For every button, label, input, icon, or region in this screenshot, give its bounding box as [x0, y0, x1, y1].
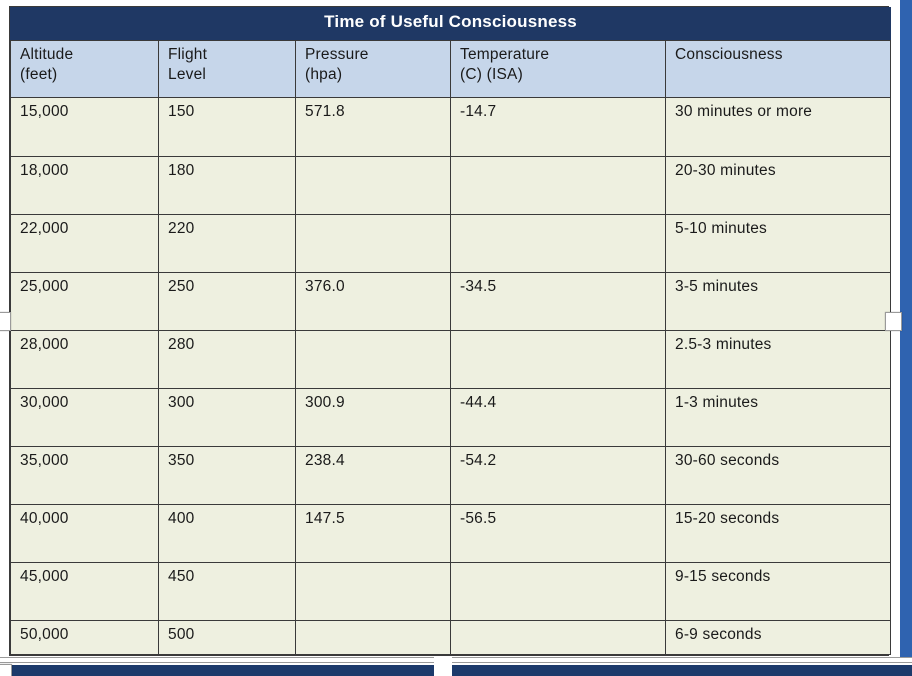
table-row: 15,000 150 571.8 -14.7 30 minutes or more: [10, 97, 892, 157]
cell-altitude: 22,000: [10, 214, 159, 273]
table-row: 18,000 180 20-30 minutes: [10, 156, 892, 215]
column-header-pressure-line2: (hpa): [305, 65, 343, 83]
column-header-temperature-line1: Temperature: [460, 46, 550, 63]
column-header-pressure: Pressure (hpa): [295, 40, 451, 98]
column-header-flight-level-line2: Level: [168, 65, 207, 83]
cell-temperature: -54.2: [450, 446, 666, 505]
cell-consciousness: 2.5-3 minutes: [664, 330, 892, 389]
cell-pressure: 238.4: [295, 446, 451, 505]
slide-bottom-accent-band-left: [0, 663, 434, 676]
bottom-rule-right: [452, 657, 912, 663]
cell-consciousness: 15-20 seconds: [664, 504, 892, 563]
cell-consciousness: 30-60 seconds: [664, 446, 892, 505]
cell-temperature: -14.7: [450, 97, 666, 157]
cell-flight-level: 350: [158, 446, 296, 505]
cell-consciousness: 3-5 minutes: [664, 272, 892, 331]
cell-pressure: 571.8: [295, 97, 451, 157]
slide-right-accent-band: [898, 0, 912, 676]
data-table: Time of Useful Consciousness Altitude (f…: [9, 7, 892, 655]
cell-consciousness: 1-3 minutes: [664, 388, 892, 447]
table-body: 15,000 150 571.8 -14.7 30 minutes or more 18,…: [10, 97, 892, 655]
column-header-flight-level: Flight Level: [158, 40, 296, 98]
cell-consciousness: 20-30 minutes: [664, 156, 892, 215]
cell-temperature: [450, 562, 666, 621]
cell-flight-level: 150: [158, 97, 296, 157]
bottom-rule-left: [0, 657, 434, 663]
cell-temperature: -34.5: [450, 272, 666, 331]
cell-pressure: [295, 562, 451, 621]
cell-pressure: 376.0: [295, 272, 451, 331]
column-header-altitude-line1: Altitude: [20, 46, 74, 63]
cell-temperature: [450, 620, 666, 655]
cell-flight-level: 180: [158, 156, 296, 215]
cell-altitude: 28,000: [10, 330, 159, 389]
cell-altitude: 25,000: [10, 272, 159, 331]
slide-bottom-accent-band-right: [452, 663, 912, 676]
cell-temperature: -56.5: [450, 504, 666, 563]
cell-altitude: 30,000: [10, 388, 159, 447]
cell-flight-level: 220: [158, 214, 296, 273]
cell-temperature: [450, 156, 666, 215]
cell-consciousness: 9-15 seconds: [664, 562, 892, 621]
table-row: 22,000 220 5-10 minutes: [10, 214, 892, 273]
resize-handle-left[interactable]: [0, 312, 11, 331]
table-row: 28,000 280 2.5-3 minutes: [10, 330, 892, 389]
column-header-pressure-line1: Pressure: [305, 46, 369, 63]
table-header-row: Altitude (feet) Flight Level Pressure (h…: [10, 40, 892, 98]
cell-flight-level: 400: [158, 504, 296, 563]
cell-consciousness: 30 minutes or more: [664, 97, 892, 157]
table-title-row: Time of Useful Consciousness: [9, 7, 892, 41]
column-header-flight-level-line1: Flight: [168, 46, 208, 63]
cell-consciousness: 6-9 seconds: [664, 620, 892, 655]
table-row: 50,000 500 6-9 seconds: [10, 620, 892, 655]
cell-flight-level: 250: [158, 272, 296, 331]
cell-temperature: [450, 214, 666, 273]
cell-temperature: -44.4: [450, 388, 666, 447]
table-row: 40,000 400 147.5 -56.5 15-20 seconds: [10, 504, 892, 563]
table-row: 25,000 250 376.0 -34.5 3-5 minutes: [10, 272, 892, 331]
cell-altitude: 18,000: [10, 156, 159, 215]
time-of-useful-consciousness-table: Time of Useful Consciousness Altitude (f…: [9, 6, 892, 656]
cell-flight-level: 280: [158, 330, 296, 389]
cell-pressure: [295, 330, 451, 389]
column-header-temperature: Temperature (C) (ISA): [450, 40, 666, 98]
cell-pressure: [295, 214, 451, 273]
cell-altitude: 15,000: [10, 97, 159, 157]
cell-altitude: 45,000: [10, 562, 159, 621]
cell-consciousness: 5-10 minutes: [664, 214, 892, 273]
cell-altitude: 35,000: [10, 446, 159, 505]
cell-altitude: 50,000: [10, 620, 159, 655]
table-row: 35,000 350 238.4 -54.2 30-60 seconds: [10, 446, 892, 505]
cell-altitude: 40,000: [10, 504, 159, 563]
resize-handle-bottom-left[interactable]: [0, 664, 12, 676]
column-header-temperature-line2: (C) (ISA): [460, 65, 523, 83]
column-header-altitude-line2: (feet): [20, 65, 58, 83]
table-title: Time of Useful Consciousness: [9, 7, 892, 41]
table-row: 45,000 450 9-15 seconds: [10, 562, 892, 621]
cell-flight-level: 500: [158, 620, 296, 655]
cell-pressure: 147.5: [295, 504, 451, 563]
cell-pressure: 300.9: [295, 388, 451, 447]
column-header-altitude: Altitude (feet): [10, 40, 159, 98]
cell-pressure: [295, 620, 451, 655]
table-row: 30,000 300 300.9 -44.4 1-3 minutes: [10, 388, 892, 447]
resize-handle-right[interactable]: [885, 312, 902, 331]
cell-pressure: [295, 156, 451, 215]
cell-temperature: [450, 330, 666, 389]
column-header-consciousness-line1: Consciousness: [675, 46, 783, 63]
column-header-consciousness: Consciousness: [664, 40, 892, 98]
cell-flight-level: 300: [158, 388, 296, 447]
cell-flight-level: 450: [158, 562, 296, 621]
